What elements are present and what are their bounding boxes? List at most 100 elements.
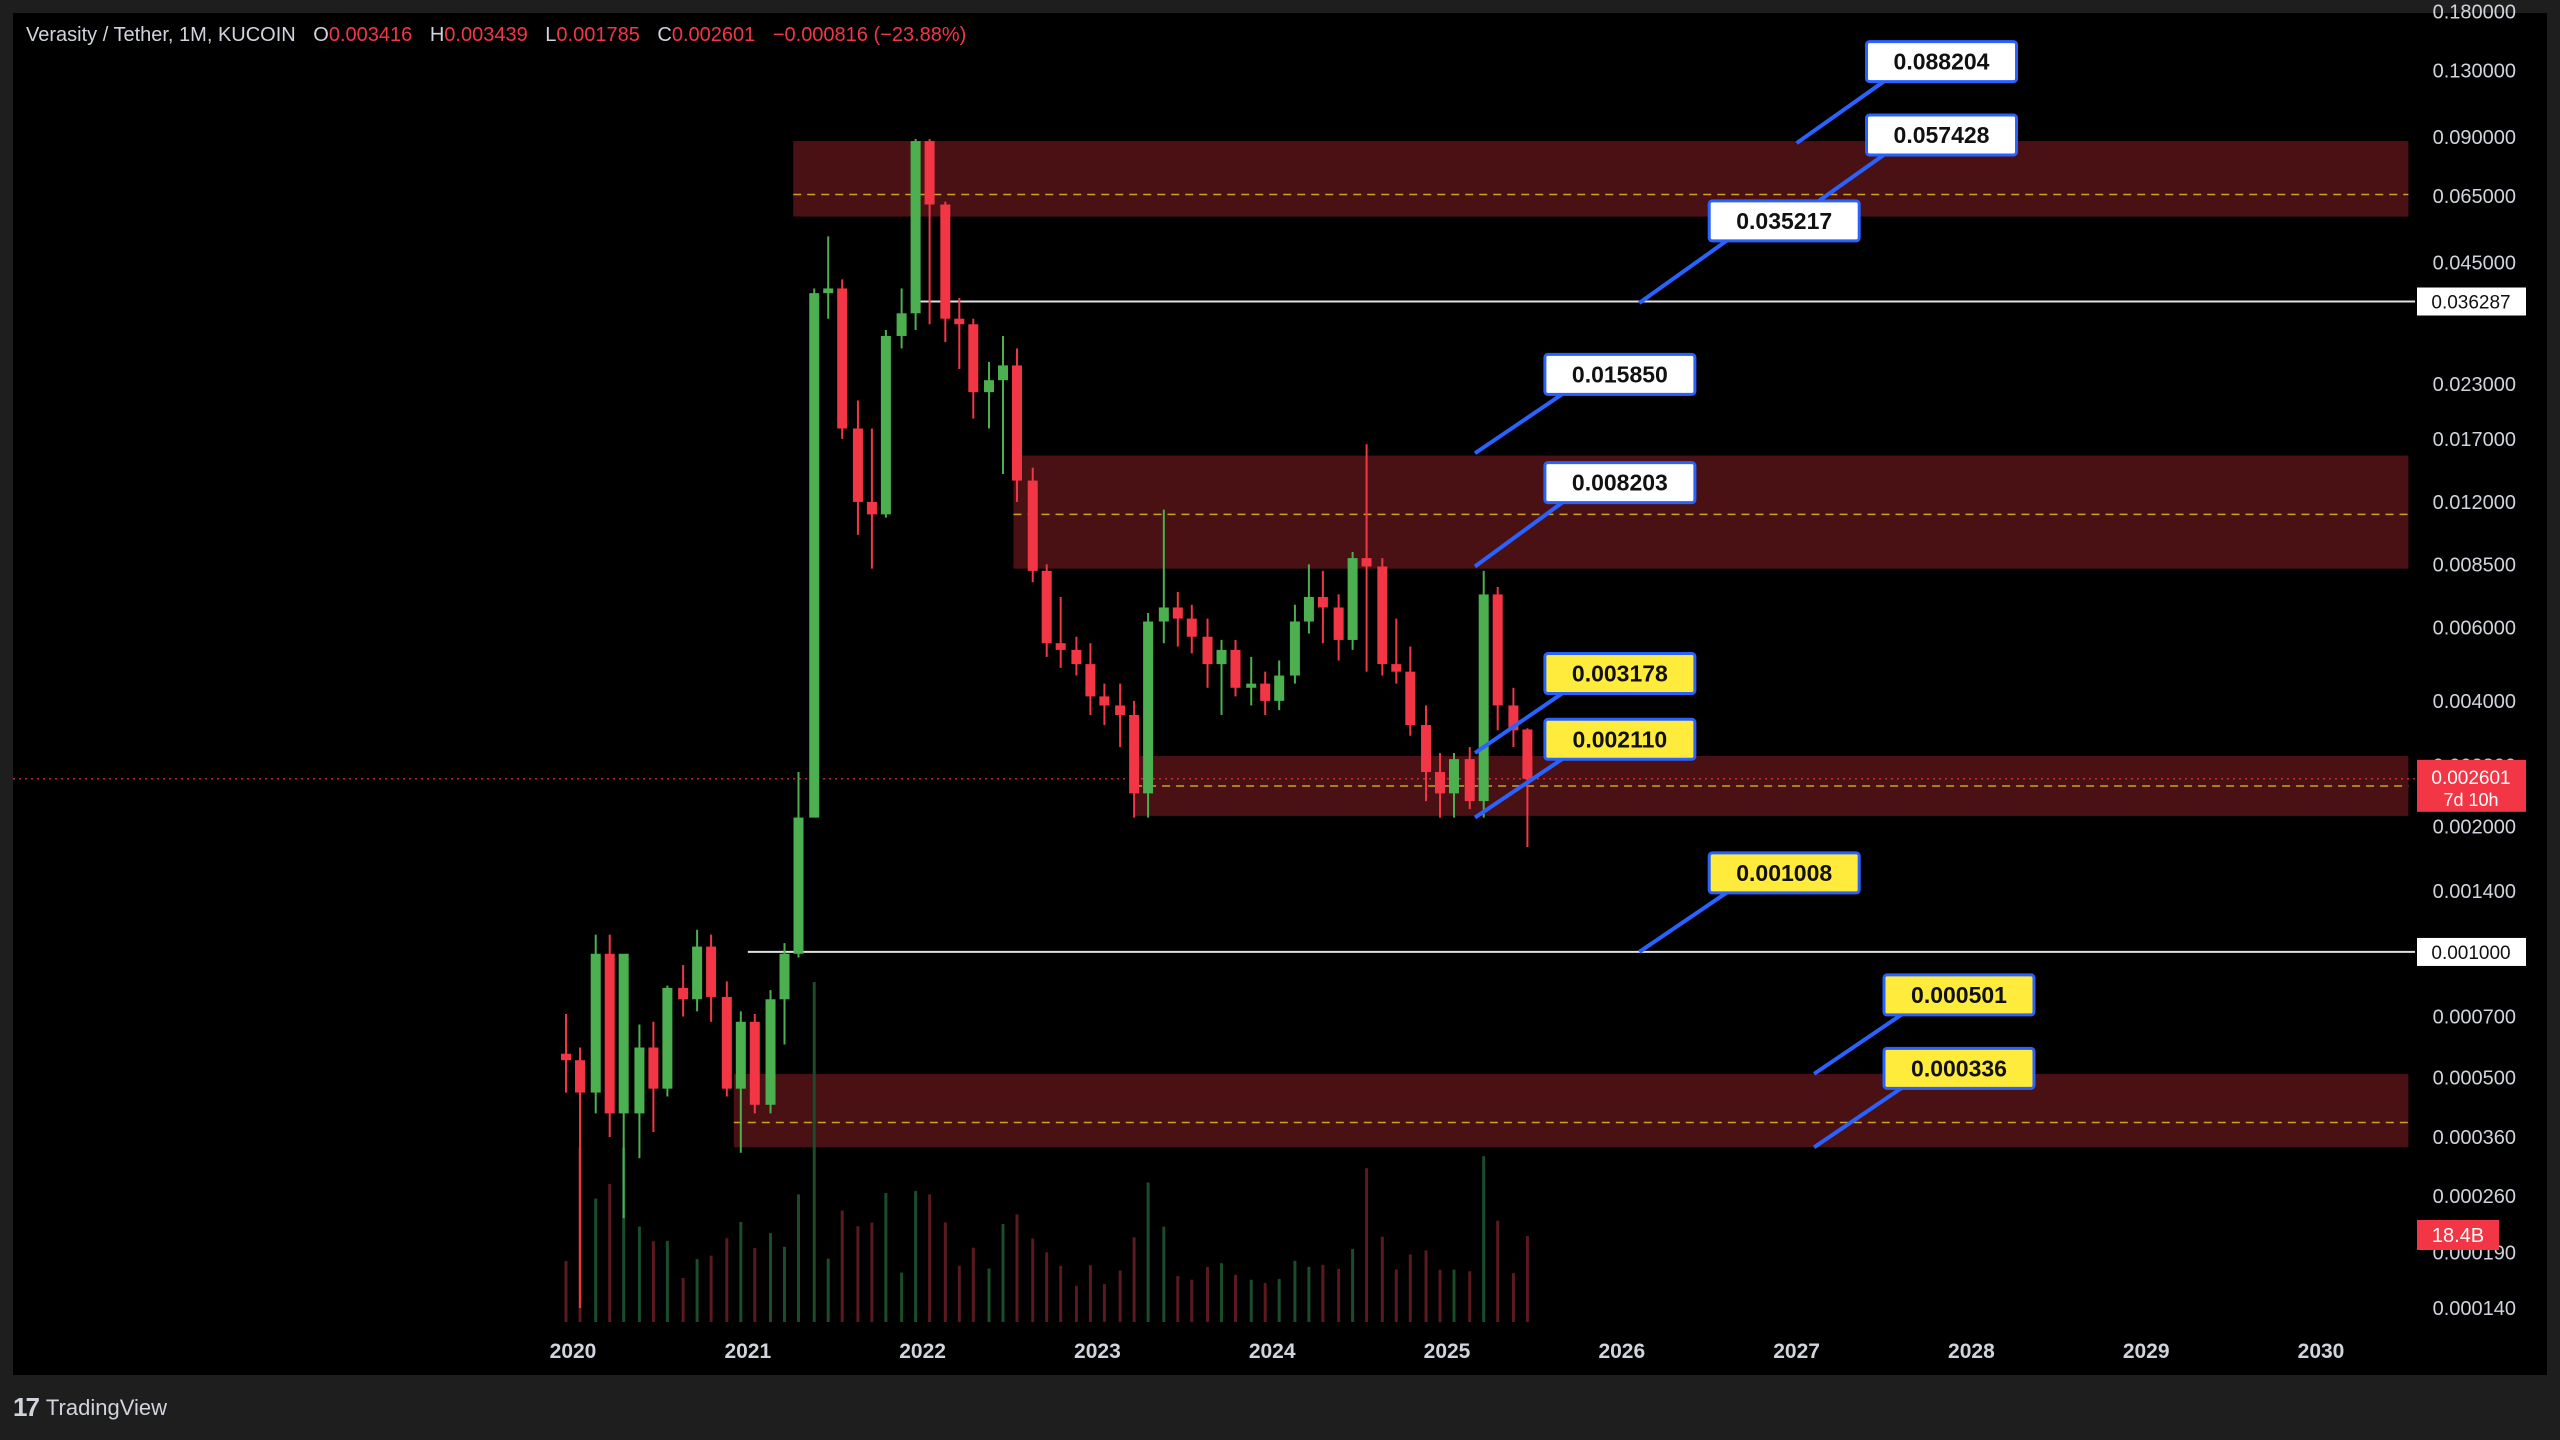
volume-bar: [725, 1238, 729, 1322]
candle-body: [706, 946, 717, 997]
price-tag-label: 0.036287: [2431, 293, 2510, 314]
candle: [561, 1013, 572, 1093]
bar-countdown: 7d 10h: [2443, 790, 2498, 810]
candle: [1143, 612, 1154, 818]
low-label: L: [545, 24, 557, 46]
volume-bar: [914, 1190, 918, 1322]
callout-label: 0.008203: [1572, 470, 1668, 496]
candle-body: [1421, 725, 1432, 773]
candle: [940, 201, 951, 343]
candle-body: [1071, 649, 1082, 665]
high-value: 0.003439: [444, 24, 528, 46]
volume-bar: [1394, 1269, 1398, 1322]
candle-body: [1377, 566, 1388, 665]
volume-bar: [870, 1222, 874, 1322]
candle: [1202, 618, 1213, 688]
callout-box: [1865, 113, 2019, 157]
candle-body: [692, 946, 703, 1000]
candle-body: [866, 501, 877, 515]
candle-body: [1202, 636, 1213, 665]
price-callout[interactable]: 0.035217: [1638, 199, 1861, 305]
time-tick-label: 2020: [550, 1340, 597, 1363]
price-callout[interactable]: 0.001008: [1638, 851, 1861, 954]
volume-bar: [826, 1258, 830, 1322]
time-tick-label: 2029: [2123, 1340, 2170, 1363]
symbol-title[interactable]: Verasity / Tether, 1M, KUCOIN: [26, 24, 296, 46]
time-axis[interactable]: 2020 2021 2022 2023 2024 2025 2026 2027 2028 2029…: [550, 1340, 2345, 1363]
price-axis[interactable]: 0.180000 0.130000 0.090000 0.065000 0.045000…: [2415, 1, 2547, 1375]
volume-bar: [1438, 1269, 1442, 1322]
callout-box: [1865, 40, 2019, 84]
volume-bar: [957, 1265, 961, 1322]
price-callout[interactable]: 0.088204: [1795, 40, 2019, 145]
candle-body: [984, 380, 995, 393]
volume-bar: [1059, 1265, 1063, 1322]
price-tick-label: 0.004000: [2433, 691, 2516, 713]
volume-bar: [739, 1221, 743, 1322]
price-callout[interactable]: 0.002110: [1473, 717, 1697, 820]
callout-label: 0.088204: [1894, 49, 1990, 75]
candle: [618, 953, 629, 1219]
volume-bar: [1220, 1263, 1224, 1322]
volume-bar: [796, 1194, 800, 1322]
volume-bar: [1263, 1282, 1267, 1322]
volume-bar: [651, 1241, 655, 1322]
candle: [1158, 509, 1169, 644]
candle-body: [1011, 365, 1022, 481]
candle-body: [809, 293, 820, 818]
candle-body: [1186, 618, 1197, 637]
candle: [1333, 594, 1344, 661]
close-label: C: [657, 24, 672, 46]
volume-bar: [622, 1147, 626, 1322]
tradingview-logo[interactable]: 17 TradingView: [13, 1392, 167, 1423]
volume-bar: [1233, 1274, 1237, 1322]
candle-body: [1303, 596, 1314, 622]
candle: [648, 1021, 659, 1133]
candle: [765, 990, 776, 1114]
candle-body: [1158, 607, 1169, 622]
volume-bar: [900, 1272, 904, 1322]
price-axis-bg: [2415, 13, 2547, 1375]
candle: [866, 428, 877, 569]
price-callout[interactable]: 0.008203: [1473, 461, 1697, 569]
candle-body: [1216, 649, 1227, 665]
candle: [1246, 656, 1257, 706]
horizontal-lines: [13, 300, 2415, 953]
change-value: −0.000816 (−23.88%): [772, 24, 967, 46]
candle: [896, 288, 907, 349]
callout-pointer: [1812, 1084, 1906, 1149]
callout-box: [1543, 461, 1697, 505]
price-callout[interactable]: 0.015850: [1473, 352, 1697, 455]
candle-body: [1055, 643, 1066, 650]
price-tick-label: 0.000360: [2433, 1127, 2516, 1149]
price-callout[interactable]: 0.000501: [1812, 973, 2036, 1076]
price-tick-label: 0.065000: [2433, 186, 2516, 208]
volume-bar: [1015, 1214, 1019, 1322]
candle: [1361, 444, 1372, 672]
price-callout[interactable]: 0.000336: [1812, 1046, 2036, 1149]
volume-bar: [1045, 1252, 1049, 1322]
candle: [1289, 604, 1300, 684]
candle: [968, 318, 979, 419]
volume-bar: [769, 1233, 773, 1322]
price-tick-label: 0.008500: [2433, 554, 2516, 576]
volume-bar: [1424, 1250, 1428, 1322]
volume-bar: [1293, 1260, 1297, 1322]
candle: [604, 934, 615, 1137]
candle: [634, 1024, 645, 1159]
candle-body: [1099, 696, 1110, 706]
time-tick-label: 2030: [2298, 1340, 2345, 1363]
callout-label: 0.000501: [1911, 982, 2007, 1008]
volume-bar: [564, 1260, 568, 1322]
price-callout[interactable]: 0.003178: [1473, 652, 1697, 755]
volume-bar: [637, 1226, 641, 1322]
candle-body: [1478, 594, 1489, 802]
candle-body: [1448, 759, 1459, 794]
candle-body: [793, 817, 804, 954]
candle-body: [896, 313, 907, 336]
candle: [954, 297, 965, 369]
candle: [1085, 643, 1096, 715]
candle-body: [1041, 570, 1052, 644]
candle: [1377, 558, 1388, 676]
